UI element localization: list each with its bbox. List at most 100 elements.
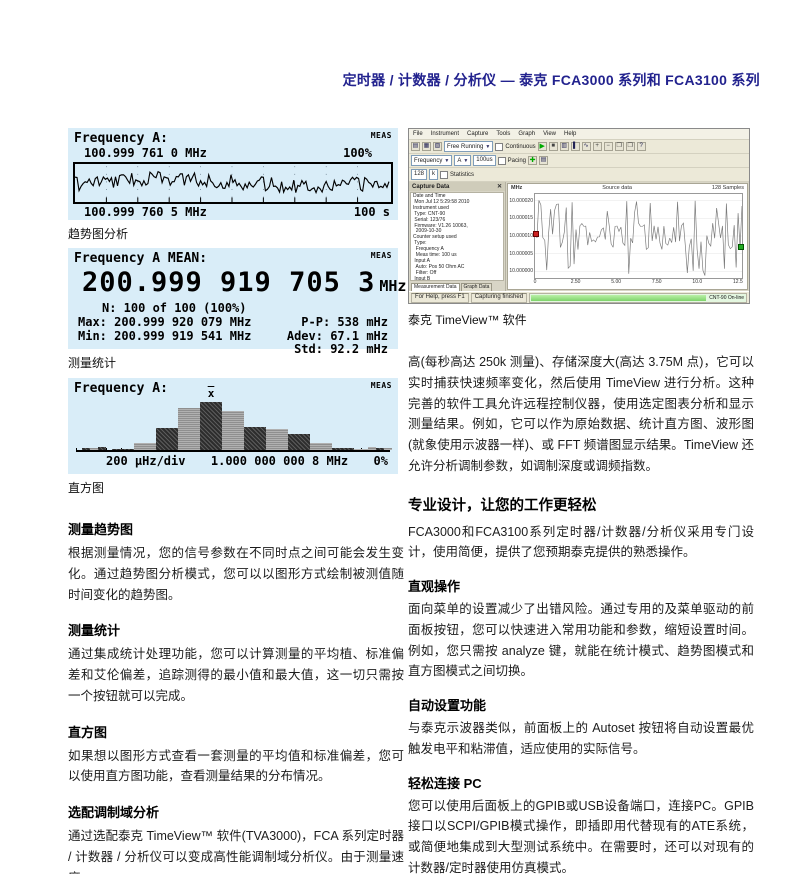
timeview-intro-paragraph: 高(每秒高达 250k 测量)、存储深度大(高达 3.75M 点)，它可以实时捕… [408, 355, 754, 473]
trend-bottom-value: 100.999 760 5 MHz [84, 205, 207, 219]
hist-right-label: 0% [373, 454, 388, 468]
graph-plot-area: 10.000020 10.000015 10.000010 10.000005 10.0… [509, 193, 744, 285]
print-icon[interactable]: ▧ [433, 142, 442, 151]
close-icon[interactable]: ✕ [496, 184, 502, 190]
trend-top-value: 100.999 761 0 MHz [84, 146, 207, 160]
stats-screen-label: Frequency A MEAN: [74, 251, 208, 266]
cursor-start-marker[interactable] [533, 230, 539, 237]
menu-item-capture[interactable]: Capture [467, 131, 489, 137]
panel-line: Counter setup used [413, 234, 457, 241]
graph-x-tick: 2.50 [570, 279, 581, 285]
section-body-mda: 通过选配泰克 TimeView™ 软件(TVA3000)，FCA 系列定时器 /… [68, 829, 404, 874]
capture-data-title: Capture Data [412, 183, 450, 190]
status-help: For Help, press F1 [411, 292, 469, 303]
chevron-down-icon: ▼ [444, 157, 450, 164]
graph-x-tick: 5.00 [611, 279, 622, 285]
continuous-checkbox[interactable] [495, 142, 504, 151]
status-capture: Capturing finished [470, 292, 528, 303]
subsection-heading-operation: 直观操作 [408, 579, 461, 594]
histogram-bar [112, 448, 134, 450]
channel-select[interactable]: A ▼ [454, 155, 472, 166]
window-tile-icon[interactable]: ❒ [614, 142, 624, 151]
section-heading-trend: 测量趋势图 [68, 522, 134, 537]
meas-time-field[interactable]: 100us [473, 155, 496, 166]
section-body-histogram: 如果想以图形方式查看一套测量的平均值和标准偏差，您可以使用直方图功能，查看测量结… [68, 748, 404, 784]
histogram-view-icon[interactable]: ▌ [570, 142, 580, 151]
histogram-bar [266, 429, 288, 450]
menu-item-tools[interactable]: Tools [496, 131, 511, 137]
stats-n-line: N: 100 of 100 (100%) [102, 301, 247, 315]
hist-screen-label: Frequency A: [74, 381, 168, 396]
menu-item-graph[interactable]: Graph [518, 131, 536, 137]
histogram-bar [354, 449, 376, 450]
tab-measurement-data[interactable]: Measurement Data [411, 283, 460, 291]
start-capture-icon[interactable]: ▶ [537, 142, 547, 151]
menu-item-help[interactable]: Help [564, 131, 577, 137]
zoom-in-icon[interactable]: + [592, 142, 602, 151]
histogram-bar [244, 427, 266, 450]
sample-count-field[interactable]: 128 [411, 169, 428, 180]
timeview-statusbar: For Help, press F1 Capturing finished CN… [409, 291, 749, 303]
stats-std: Std: 92.2 mHz [294, 342, 388, 356]
panel-line: Auto: Pos 50 Ohm AC [413, 263, 465, 270]
save-icon[interactable]: ▦ [422, 142, 431, 151]
graph-y-tick: 10.000020 [509, 197, 533, 204]
timeview-waveform [535, 200, 742, 276]
capture-data-panel: Capture Data ✕ Date and Time Mon Jul 12 … [409, 182, 506, 291]
histogram-stub-bar [384, 448, 392, 450]
panel-line: Serial: 123/76 [413, 216, 446, 223]
stop-capture-icon[interactable]: ■ [548, 142, 558, 151]
settings-icon[interactable]: ▤ [539, 156, 548, 165]
cursor-end-marker[interactable] [738, 244, 744, 251]
graph-x-tick: 10.0 [692, 279, 703, 285]
fft-view-icon[interactable]: ∿ [581, 142, 591, 151]
window-cascade-icon[interactable]: ❐ [625, 142, 635, 151]
histogram-bar [288, 433, 310, 450]
histogram-bar [310, 442, 332, 450]
zoom-out-icon[interactable]: − [603, 142, 613, 151]
subsection-body-autoset: 与泰克示波器类似，前面板上的 Autoset 按钮将自动设置最优触发电平和粘滞值… [408, 721, 754, 756]
panel-line: Filter: Off [413, 269, 437, 276]
stats-pp: P-P: 538 mHz [301, 315, 388, 329]
graph-x-tick: 7.50 [651, 279, 662, 285]
section-body-stats: 通过集成统计处理功能，您可以计算测量的平均植、标准偏差和艾伦偏差，追踪测得的最小… [68, 647, 404, 703]
open-icon[interactable]: ▤ [411, 142, 420, 151]
trend-plot [73, 162, 393, 204]
mean-marker: x [207, 387, 215, 400]
graph-samples-label: 128 Samples [711, 185, 744, 191]
histogram-bar [178, 407, 200, 450]
graph-y-tick: 10.000000 [509, 268, 533, 275]
subsection-heading-autoset: 自动设置功能 [408, 698, 487, 713]
hist-caption: 直方图 [68, 481, 105, 495]
tab-graph-data[interactable]: Graph Data [460, 283, 493, 291]
run-mode-select[interactable]: Free Running ▼ [444, 141, 494, 152]
histogram-stub-bar [90, 448, 98, 450]
menu-item-file[interactable]: File [413, 131, 423, 137]
graph-y-tick: 10.000005 [509, 250, 533, 257]
help-icon[interactable]: ? [636, 142, 646, 151]
pacing-checkbox[interactable] [497, 156, 506, 165]
statistics-label: Statistics [450, 171, 475, 178]
stats-big-unit: MHz [379, 277, 407, 295]
sample-unit-field[interactable]: k [429, 169, 439, 180]
histogram-bar [332, 448, 354, 450]
graph-type-icon[interactable]: ▥ [559, 142, 569, 151]
panel-line: 2009-10-30 [413, 228, 442, 235]
meas-badge: MEAS [370, 251, 392, 260]
page-title: 定时器 / 计数器 / 分析仪 — 泰克 FCA3000 系列和 FCA3100… [342, 72, 760, 88]
apply-settings-icon[interactable]: ✚ [528, 156, 537, 165]
pacing-label: Pacing [507, 157, 526, 164]
stats-max: Max: 200.999 920 079 MHz [78, 315, 252, 329]
section-heading-histogram: 直方图 [68, 724, 108, 740]
section-heading-mda: 选配调制域分析 [68, 805, 160, 820]
subsection-body-operation: 面向菜单的设置减少了出错风险。通过专用的及菜单驱动的前面板按钮，您可以快速进入常… [408, 602, 754, 679]
statistics-checkbox[interactable] [440, 170, 449, 179]
menu-item-instrument[interactable]: Instrument [430, 131, 460, 137]
panel-line: Meas time: 100 us [413, 252, 457, 259]
function-select[interactable]: Frequency ▼ [411, 155, 453, 166]
menu-item-view[interactable]: View [543, 131, 556, 137]
histogram-screen: Frequency A: MEAS x 200 μHz/div 1.000 00… [68, 378, 398, 474]
panel-line: Firmware: V1.26 10063, [413, 222, 468, 229]
timeview-graph: MHz Source data 128 Samples 10.000020 10.… [507, 183, 748, 290]
status-device: CNT-90 On-line [709, 294, 744, 301]
